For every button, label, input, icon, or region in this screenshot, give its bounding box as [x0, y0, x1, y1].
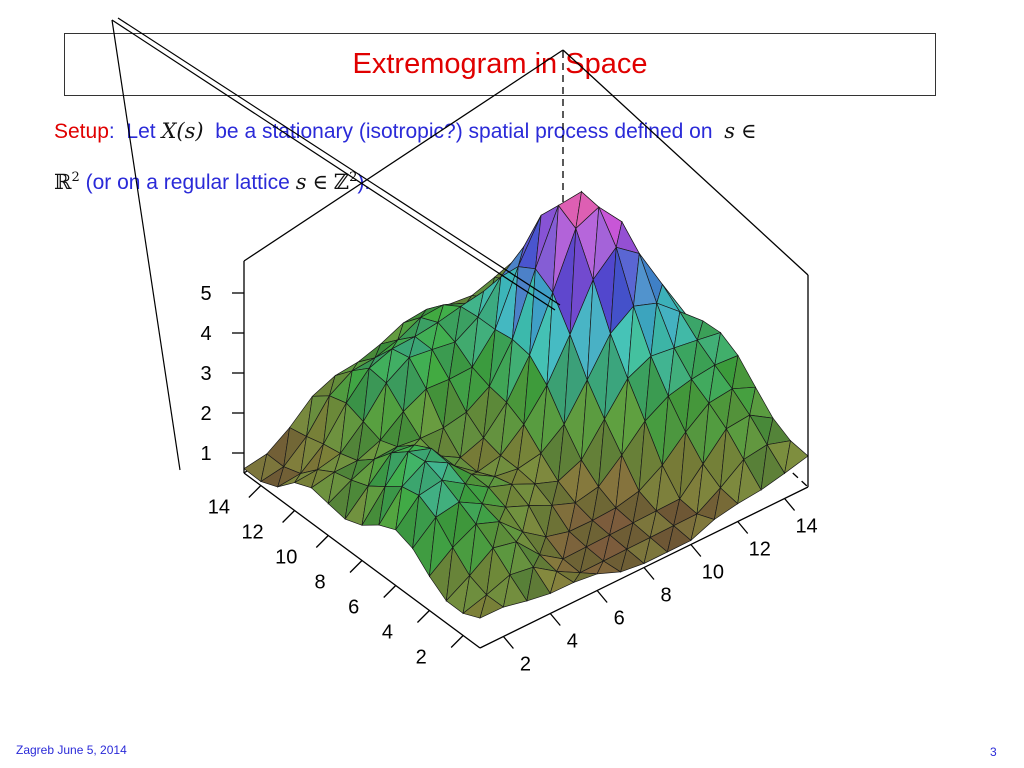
z-tick-label: 3 [200, 363, 211, 385]
var-x: X(s) [161, 119, 204, 143]
y-tick-label: 2 [416, 647, 427, 669]
box-edge-top-left [243, 49, 564, 262]
surface-facet [760, 443, 786, 491]
setup-colon: : [108, 120, 115, 143]
y-tick-mark [349, 560, 363, 573]
surface-facet [620, 548, 645, 573]
footer-left: Zagreb June 5, 2014 [16, 743, 127, 757]
x-tick-mark [643, 567, 655, 580]
z-tick-label: 5 [200, 283, 211, 305]
y-tick-mark [248, 485, 262, 498]
surface-facet [479, 594, 505, 619]
x-tick-label: 4 [567, 631, 578, 653]
y-tick-label: 8 [314, 572, 325, 594]
z-tick-label: 4 [200, 323, 211, 345]
y-tick-mark [383, 585, 397, 598]
page-number: 3 [990, 745, 997, 759]
surface-facet [713, 487, 739, 521]
surface-facet [643, 536, 669, 565]
pointer-line-0 [111, 19, 556, 311]
integers-symbol: ℤ [333, 170, 350, 194]
elem-symbol-2: ∈ [312, 170, 328, 194]
x-tick-mark [549, 613, 561, 626]
y-tick-mark [315, 535, 329, 548]
y-tick-mark [450, 635, 464, 648]
slide-title: Extremogram in Space [352, 48, 648, 80]
surface-facet [690, 513, 715, 542]
x-tick-label: 6 [614, 608, 625, 630]
y-tick-mark [282, 510, 296, 523]
x-tick-mark [502, 636, 514, 649]
surface-facet [526, 566, 551, 602]
y-tick-label: 12 [241, 522, 263, 544]
pointer-line-1 [117, 17, 561, 306]
elem-symbol: ∈ [740, 119, 757, 143]
var-s2: s [295, 170, 307, 194]
y-tick-label: 6 [348, 597, 359, 619]
y-tick-label: 4 [382, 622, 393, 644]
box-edge-top-right [562, 49, 809, 276]
let-text: Let [126, 120, 156, 143]
pointer-line-2 [111, 19, 181, 471]
x-tick-mark [737, 521, 749, 534]
lattice-text: (or on a regular lattice [85, 171, 290, 194]
x-tick-label: 10 [702, 562, 724, 584]
var-s: s [724, 119, 735, 143]
surface-facet [572, 572, 598, 584]
y-tick-mark [416, 610, 430, 623]
z-tick-label: 1 [200, 443, 211, 465]
x-tick-label: 12 [749, 539, 771, 561]
surface-facet [502, 573, 528, 608]
surface-facet [549, 570, 575, 595]
surface-mesh [243, 190, 809, 619]
x-tick-mark [784, 498, 796, 511]
surface-facet [784, 440, 809, 475]
setup-line-1: Setup: Let X(s) be a stationary (isotrop… [54, 119, 756, 144]
reals-exponent: 2 [71, 170, 80, 185]
surface-facet [737, 458, 762, 505]
x-tick-label: 2 [520, 654, 531, 676]
x-tick-mark [596, 590, 608, 603]
z-tick-label: 2 [200, 403, 211, 425]
pointer-lines [111, 17, 561, 471]
reals-symbol: ℝ [54, 170, 72, 194]
y-tick-label: 14 [208, 497, 230, 519]
setup-label: Setup [54, 120, 109, 143]
desc-text: be a stationary (isotropic?) spatial pro… [215, 120, 713, 143]
surface-facet [596, 560, 622, 575]
setup-line-2: ℝ2 (or on a regular lattice s ∈ ℤ2). [54, 170, 370, 195]
x-tick-mark [690, 544, 702, 557]
x-tick-label: 14 [795, 516, 817, 538]
title-box: Extremogram in Space [64, 33, 936, 96]
x-tick-label: 8 [660, 585, 671, 607]
surface-facet [666, 525, 692, 553]
y-tick-label: 10 [275, 547, 297, 569]
